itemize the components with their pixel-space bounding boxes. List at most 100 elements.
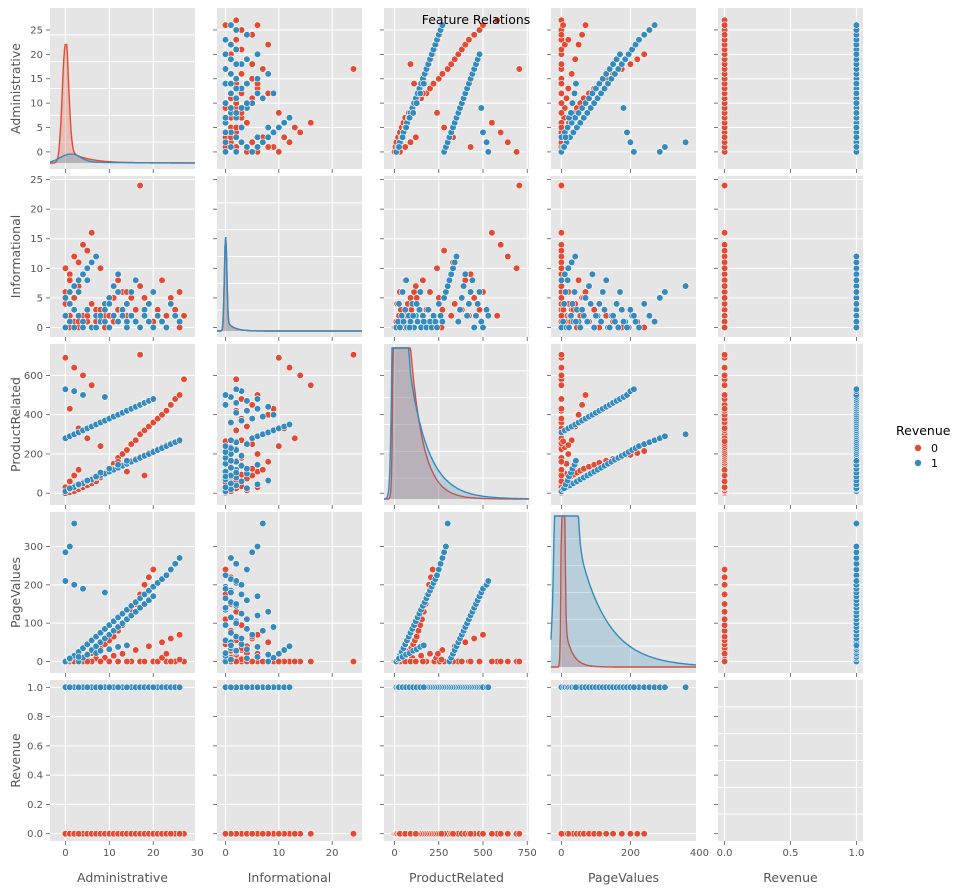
scatter-point-0	[176, 655, 184, 664]
scatter-point-1	[631, 40, 640, 49]
scatter-point-1	[79, 585, 87, 593]
scatter-point-1	[114, 270, 122, 278]
scatter-point-1	[253, 643, 262, 651]
scatter-point-0	[70, 471, 78, 480]
scatter-point-1	[395, 300, 403, 308]
scatter-point-1	[264, 403, 272, 411]
x-tick-label: 0.5	[783, 848, 799, 859]
scatter-point-0	[264, 638, 272, 646]
kde-fill-0	[384, 348, 529, 499]
scatter-point-1	[79, 270, 87, 278]
scatter-point-0	[253, 450, 262, 458]
scatter-point-1	[572, 683, 580, 691]
scatter-point-0	[720, 466, 729, 474]
scatter-point-0	[136, 351, 144, 359]
scatter-point-1	[628, 45, 636, 54]
scatter-point-0	[557, 351, 566, 359]
scatter-point-0	[720, 133, 729, 141]
scatter-point-0	[145, 642, 153, 650]
y-tick-label: 400	[24, 410, 43, 421]
scatter-point-1	[253, 143, 262, 151]
scatter-point-1	[232, 647, 240, 655]
scatter-point-0	[574, 40, 583, 49]
scatter-point-1	[399, 133, 407, 141]
scatter-point-0	[720, 657, 729, 666]
scatter-point-0	[79, 241, 87, 249]
scatter-point-1	[626, 138, 635, 146]
scatter-point-1	[92, 252, 100, 261]
scatter-point-0	[406, 138, 415, 146]
scatter-point-1	[463, 312, 471, 320]
scatter-point-1	[406, 318, 415, 326]
panel-PageValues-vs-Informational	[213, 512, 362, 677]
scatter-point-0	[470, 634, 478, 643]
panel-PageValues-vs-Revenue	[714, 512, 863, 677]
panel-Informational-vs-Revenue	[714, 176, 863, 341]
scatter-point-1	[259, 519, 267, 528]
scatter-point-1	[588, 270, 597, 278]
scatter-point-1	[852, 89, 861, 97]
scatter-point-0	[74, 466, 83, 474]
scatter-point-0	[433, 109, 441, 117]
scatter-point-0	[720, 581, 729, 589]
scatter-point-1	[567, 109, 575, 117]
scatter-point-0	[96, 264, 105, 272]
scatter-point-1	[852, 79, 861, 88]
scatter-point-0	[171, 395, 179, 403]
scatter-point-0	[447, 312, 455, 320]
scatter-point-1	[243, 99, 251, 107]
legend-title: Revenue	[896, 423, 951, 438]
scatter-point-1	[612, 55, 621, 63]
scatter-point-0	[61, 354, 70, 362]
scatter-point-1	[227, 418, 235, 427]
scatter-point-1	[585, 94, 593, 102]
scatter-point-1	[232, 600, 240, 608]
scatter-point-1	[227, 79, 235, 88]
scatter-point-0	[557, 466, 566, 474]
scatter-point-1	[402, 123, 410, 132]
scatter-point-1	[221, 36, 230, 44]
scatter-point-0	[412, 282, 420, 290]
scatter-point-1	[590, 99, 598, 107]
scatter-point-1	[232, 45, 240, 54]
scatter-point-1	[440, 294, 448, 302]
scatter-point-0	[574, 276, 583, 284]
scatter-point-0	[562, 94, 571, 102]
scatter-point-0	[232, 375, 240, 383]
scatter-point-1	[560, 143, 568, 151]
y-tick-label: 0	[37, 657, 43, 668]
scatter-point-1	[221, 401, 230, 409]
scatter-point-1	[259, 138, 267, 146]
scatter-point-1	[477, 318, 485, 326]
scatter-point-1	[221, 65, 230, 73]
scatter-point-1	[232, 619, 240, 627]
scatter-point-1	[852, 133, 861, 141]
y-tick-label: 0.2	[27, 800, 43, 811]
scatter-point-0	[136, 181, 144, 190]
scatter-point-1	[83, 683, 91, 691]
panel-grid: 0510152025051015202502004006000100200300…	[8, 8, 864, 885]
scatter-point-0	[557, 458, 566, 466]
scatter-point-1	[420, 318, 428, 326]
scatter-point-1	[110, 282, 118, 290]
scatter-point-1	[269, 89, 278, 97]
scatter-point-1	[623, 323, 631, 332]
scatter-point-1	[253, 395, 262, 403]
scatter-point-1	[227, 683, 235, 691]
scatter-point-1	[227, 70, 235, 78]
panel-PageValues-vs-Administrative: 0 100 200 300	[24, 512, 195, 677]
scatter-point-1	[221, 442, 230, 450]
scatter-point-1	[221, 50, 230, 58]
scatter-point-0	[264, 458, 272, 466]
scatter-point-1	[70, 282, 78, 290]
scatter-point-0	[461, 40, 469, 49]
scatter-point-1	[623, 128, 631, 136]
scatter-point-0	[497, 128, 505, 136]
scatter-point-1	[61, 294, 70, 302]
scatter-point-0	[557, 247, 566, 255]
scatter-point-1	[74, 276, 83, 284]
panel-Administrative-vs-PageValues	[547, 8, 696, 173]
x-tick-label: 400	[690, 848, 709, 859]
y-axis-label: PageValues	[8, 557, 23, 628]
scatter-point-1	[431, 318, 439, 326]
